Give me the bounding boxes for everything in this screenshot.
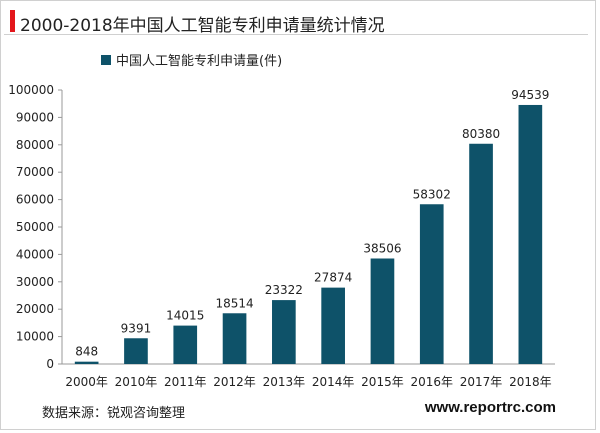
x-tick-label-8: 2017年 [460,375,503,389]
value-label-2: 14015 [166,309,204,323]
bar-4 [272,300,296,364]
bar-2 [173,325,198,364]
value-label-8: 80380 [462,127,500,141]
bar-6 [370,258,395,364]
bar-3 [222,313,247,364]
y-tick-label-0: 0 [46,357,54,371]
website-link[interactable]: www.reportrc.com [424,399,556,416]
x-tick-label-3: 2012年 [213,375,256,389]
bar-5 [321,287,345,364]
source-note: 数据来源：锐观咨询整理 [42,406,186,421]
x-tick-label-7: 2016年 [410,375,453,389]
y-tick-label-6: 60000 [16,193,54,207]
value-label-9: 94539 [511,88,549,102]
bar-0 [74,361,99,364]
value-label-3: 18514 [215,296,253,310]
y-tick-label-8: 80000 [16,138,54,152]
x-tick-label-5: 2014年 [312,375,355,389]
x-tick-label-4: 2013年 [263,375,306,389]
y-tick-label-9: 90000 [16,110,54,124]
x-tick-label-1: 2010年 [115,375,158,389]
y-tick-label-3: 30000 [16,275,54,289]
value-label-6: 38506 [363,241,401,255]
bar-1 [124,338,148,364]
y-tick-label-5: 50000 [16,220,54,234]
title-accent-bar [10,10,15,32]
value-label-4: 23322 [265,283,303,297]
legend-label: 中国人工智能专利申请量(件) [116,54,282,69]
y-tick-label-4: 40000 [16,247,54,261]
title-bar: 2000-2018年中国人工智能专利申请量统计情况 [4,4,588,36]
value-label-7: 58302 [413,187,451,201]
y-tick-label-10: 100000 [8,83,54,97]
x-axis-labels: 2000年 2010年 2011年 2012年 2013年 2014年 2015年 2016年… [65,375,551,389]
y-axis-ticks: 0 10000 20000 30000 40000 50000 60000 70000 8000… [8,83,62,371]
x-tick-label-0: 2000年 [65,375,108,389]
legend: 中国人工智能专利申请量(件) [101,54,282,69]
value-label-5: 27874 [314,271,352,285]
value-label-1: 9391 [121,321,152,335]
y-tick-label-7: 70000 [16,165,54,179]
x-tick-label-2: 2011年 [164,375,207,389]
x-tick-label-6: 2015年 [361,375,404,389]
value-labels: 848 9391 14015 18514 23322 27874 38506 58302 803… [75,88,549,359]
legend-swatch [101,55,111,65]
value-label-0: 848 [75,345,98,359]
chart-title: 2000-2018年中国人工智能专利申请量统计情况 [20,16,385,36]
y-tick-label-2: 20000 [16,302,54,316]
bar-7 [419,204,444,364]
bars [74,104,543,365]
bar-9 [518,104,543,365]
x-tick-label-9: 2018年 [509,375,552,389]
y-tick-label-1: 10000 [16,330,54,344]
bar-8 [469,143,493,364]
